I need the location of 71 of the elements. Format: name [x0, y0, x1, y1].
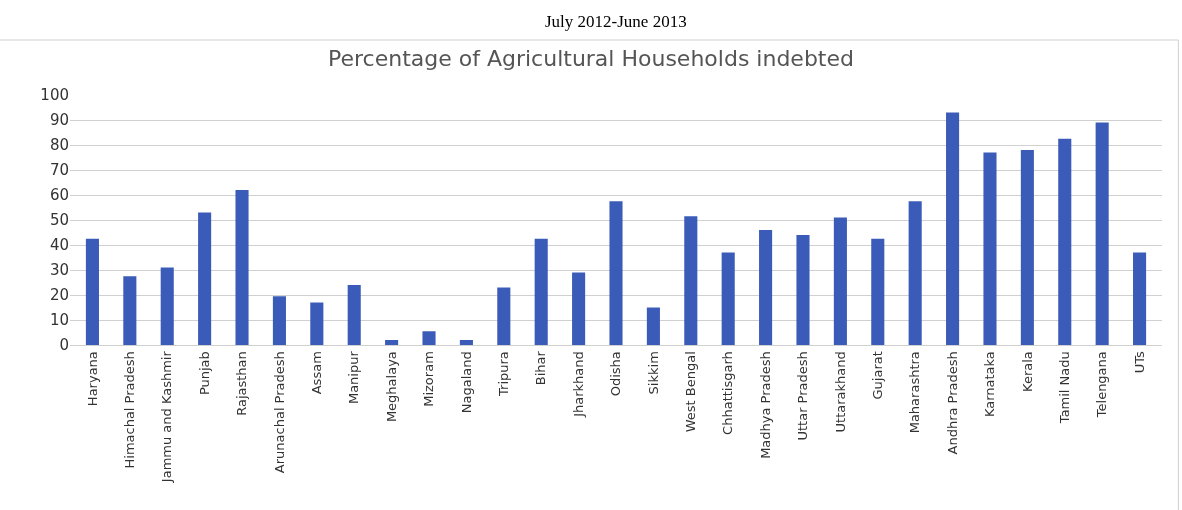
bar: [908, 201, 922, 345]
bar: [272, 296, 286, 345]
y-tick-label: 60: [49, 186, 69, 205]
x-tick-label: Arunachal Pradesh: [271, 351, 287, 474]
bar: [759, 230, 773, 345]
x-tick-label: Madhya Pradesh: [757, 351, 773, 459]
bar: [422, 331, 436, 345]
x-tick-label: Bihar: [533, 350, 549, 386]
bar: [1133, 252, 1147, 345]
x-tick-label: Kerala: [1019, 351, 1035, 392]
x-tick-label: Mizoram: [421, 351, 437, 407]
chart-title: Percentage of Agricultural Households indebted: [327, 46, 855, 72]
x-tick-label: Assam: [309, 351, 325, 395]
x-tick-label: Odisha: [608, 351, 624, 397]
bar: [684, 216, 698, 345]
x-tick-label: Tripura: [496, 351, 512, 397]
x-tick-label: Himachal Pradesh: [122, 351, 138, 469]
bar: [946, 112, 960, 345]
y-tick-label: 10: [49, 311, 69, 330]
x-tick-label: Maharashtra: [907, 351, 923, 434]
x-tick-label: Rajasthan: [234, 351, 250, 416]
bar: [198, 212, 212, 345]
y-tick-label: 70: [49, 161, 69, 180]
y-tick-label: 80: [49, 136, 69, 155]
x-tick-label: Gujarat: [870, 351, 886, 400]
x-tick-label: Meghalaya: [383, 351, 399, 423]
bar: [347, 285, 361, 345]
bar: [534, 238, 548, 345]
text: July 2012-June 2013: [545, 12, 687, 31]
y-tick-label: 40: [49, 236, 69, 255]
x-tick-label: Sikkim: [645, 351, 661, 395]
x-tick-label: Manipur: [346, 350, 362, 405]
bar: [646, 307, 660, 345]
bar: [459, 340, 473, 345]
bar: [572, 272, 586, 345]
x-tick-label: Uttar Pradesh: [795, 351, 811, 441]
x-tick-label: Telengana: [1094, 351, 1110, 419]
bar: [385, 340, 399, 345]
y-tick-label: 50: [49, 211, 69, 230]
x-tick-label: UTs: [1131, 350, 1147, 374]
x-tick-label: Jharkhand: [570, 351, 586, 418]
x-tick-label: Karnataka: [982, 351, 998, 418]
bar: [833, 217, 847, 345]
y-tick-label: 20: [49, 286, 69, 305]
bar: [721, 252, 735, 345]
bar: [497, 287, 511, 345]
x-tick-label: Haryana: [84, 351, 100, 407]
x-tick-label: Nagaland: [458, 351, 474, 414]
x-tick-label: West Bengal: [683, 351, 699, 433]
bar: [310, 302, 324, 345]
x-tick-label: Andhra Pradesh: [944, 351, 960, 455]
bar: [1058, 138, 1072, 345]
x-tick-label: Jammu and Kashmir: [159, 350, 175, 484]
y-tick-label: 30: [49, 261, 69, 280]
y-tick-label: 0: [59, 336, 69, 355]
bar: [160, 267, 174, 345]
bar: [1095, 122, 1109, 345]
x-tick-label: Uttarakhand: [832, 351, 848, 433]
y-tick-label: 100: [40, 86, 69, 105]
bar: [871, 238, 885, 345]
x-tick-label: Chhattisgarh: [720, 351, 736, 435]
bar: [983, 152, 997, 345]
bar: [1020, 150, 1034, 345]
x-tick-label: Punjab: [196, 351, 212, 396]
bar: [796, 235, 810, 345]
bar: [235, 190, 249, 345]
bar: [609, 201, 623, 345]
bar: [85, 238, 99, 345]
bar: [123, 276, 137, 345]
x-tick-label: Tamil Nadu: [1056, 351, 1072, 425]
y-tick-label: 90: [49, 111, 69, 130]
